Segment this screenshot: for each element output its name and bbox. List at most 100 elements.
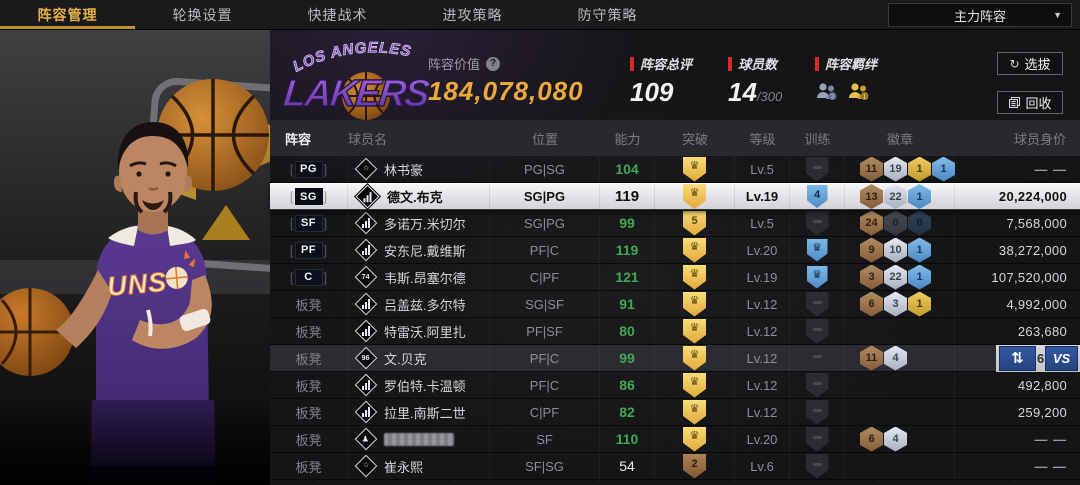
table-row[interactable]: [PG] ☆ 林书豪 PG|SG 104 ♛ Lv.5 11 19 1 1— — (270, 156, 1080, 183)
table-row[interactable]: 板凳 罗伯特.卡温顿 PF|C 86 ♛ Lv.12 492,800 (270, 372, 1080, 399)
lineup-selector-dropdown[interactable]: 主力阵容 ▼ (888, 3, 1072, 27)
ability-cell: 86 (600, 372, 655, 398)
breakthrough-cell: ♛ (655, 345, 735, 371)
training-cell: ♛ (790, 264, 845, 290)
badges-cell: 13 22 1 (845, 184, 955, 209)
level-text: Lv.5 (750, 215, 774, 231)
minus-glyph (812, 165, 822, 169)
training-cell (790, 372, 845, 398)
column-header: 位置 (531, 131, 558, 147)
help-icon[interactable]: ? (486, 56, 501, 71)
training-shield-icon (805, 372, 829, 398)
minus-glyph (812, 219, 822, 223)
price-cell: 4,992,000 (955, 291, 1080, 317)
table-row[interactable]: 板凳 ♟ SF 110 ♛ Lv.20 6 4 — — (270, 426, 1080, 453)
training-shield-icon: ♛ (806, 265, 828, 289)
table-row[interactable]: [SF] 多诺万.米切尔 SG|PG 99 5 Lv.5 24 0 0 7,568,000 (270, 210, 1080, 237)
minus-glyph (812, 327, 822, 331)
bars-icon (362, 407, 370, 417)
team-rating-block: 阵容总评 109 (630, 54, 692, 108)
minus-glyph (812, 435, 822, 439)
tab-rotation-settings[interactable]: 轮换设置 (172, 6, 233, 23)
badge-hexagon: 1 (908, 264, 931, 290)
breakthrough-cell: ♛ (655, 399, 735, 425)
swap-player-button[interactable]: ⇅ (999, 346, 1036, 371)
ability-cell: 99 (600, 345, 655, 371)
tab-offense-strategy[interactable]: 进攻策略 (442, 6, 503, 23)
badge-hexagon: 11 (860, 156, 883, 182)
breakthrough-number: 2 (691, 457, 698, 470)
training-cell (790, 399, 845, 425)
table-row[interactable]: 板凳 ☆ 崔永熙 SF|SG 54 2 Lv.6 — — (270, 453, 1080, 480)
tab-quick-tactics[interactable]: 快捷战术 (307, 6, 368, 23)
position-box: SG (294, 188, 323, 205)
price-cell: 259,200 (955, 399, 1080, 425)
badge-hex-row: 3 22 1 (860, 264, 931, 290)
table-row[interactable]: 板凳 吕盖兹.多尔特 SG|SF 91 ♛ Lv.12 6 3 1 4,992,000 (270, 291, 1080, 318)
table-row[interactable]: [PF] 安东尼.戴维斯 PF|C 119 ♛ Lv.20 ♛ 9 10 1 38,272,000 (270, 237, 1080, 264)
badge-hexagon: 0 (908, 210, 931, 236)
price-cell: — — (955, 453, 1080, 479)
bond-group-icon-gold[interactable]: 1 (847, 82, 872, 102)
crown-glyph: ♛ (689, 159, 700, 172)
training-shield-icon (805, 453, 829, 479)
training-cell: ♛ (790, 237, 845, 263)
minus-glyph (812, 381, 822, 385)
player-table: [PG] ☆ 林书豪 PG|SG 104 ♛ Lv.5 11 19 1 1— —[SG] 德文.布克 S… (270, 156, 1080, 480)
position-cell: PF|C (490, 345, 600, 371)
level-cell: Lv.19 (735, 184, 790, 209)
level-cell: Lv.12 (735, 372, 790, 398)
partial-price-digit: 6 (1037, 351, 1045, 366)
bond-group-icon-silver[interactable]: 3 (815, 82, 840, 102)
player-grade-diamond-icon: 96 (354, 346, 378, 370)
level-text: Lv.12 (746, 404, 778, 420)
ability-value: 119 (614, 188, 640, 205)
table-row[interactable]: 板凳 特雷沃.阿里扎 PF|SF 80 ♛ Lv.12 263,680 (270, 318, 1080, 345)
player-name-cell: 96 文.贝克 (348, 345, 490, 371)
bracket-right: ] (323, 189, 328, 204)
badges-cell: 11 19 1 1 (845, 156, 955, 182)
content-area: UNS (0, 30, 1080, 485)
versus-button[interactable]: VS (1045, 346, 1078, 371)
select-players-button[interactable]: ↻ 选拔 (997, 52, 1063, 75)
player-name-cell: ☆ 崔永熙 (348, 453, 490, 479)
table-row[interactable]: [C] 74 韦斯.昂塞尔德 C|PF 121 ♛ Lv.19 ♛ 3 22 1 107,520,00… (270, 264, 1080, 291)
training-cell (790, 453, 845, 479)
badges-cell (845, 318, 955, 344)
position-text: C|PF (529, 404, 560, 420)
price-cell: 492,800 (955, 372, 1080, 398)
player-name: 特雷沃.阿里扎 (384, 324, 466, 340)
top-tabs: 阵容管理 轮换设置 快捷战术 进攻策略 防守策略 (0, 0, 675, 29)
price-cell: 107,520,000 (955, 264, 1080, 290)
position-box-wrap: [C] (290, 268, 327, 286)
badges-cell: 3 22 1 (845, 264, 955, 290)
badge-hexagon: 3 (860, 264, 883, 290)
number-icon: 74 (362, 273, 370, 281)
level-cell: Lv.20 (735, 237, 790, 263)
table-row[interactable]: 板凳 拉里.南斯二世 C|PF 82 ♛ Lv.12 259,200 (270, 399, 1080, 426)
table-row[interactable]: [SG] 德文.布克 SG|PG 119 ♛ Lv.19 4 13 22 1 20,224,000 (270, 183, 1080, 210)
price-cell: — — (955, 156, 1080, 182)
bracket-left: [ (289, 242, 294, 258)
slot-cell: [C] (270, 264, 348, 290)
position-text: SG|PG (523, 189, 566, 204)
player-price: 263,680 (1017, 323, 1067, 339)
ability-value: 54 (619, 458, 635, 474)
star-icon: ☆ (362, 165, 370, 172)
tab-lineup-management[interactable]: 阵容管理 (0, 0, 135, 29)
recycle-button[interactable]: 回收 (997, 91, 1063, 114)
position-cell: C|PF (490, 399, 600, 425)
training-shield-icon: 4 (806, 185, 828, 208)
player-name: 拉里.南斯二世 (384, 405, 466, 421)
censored-player-name (384, 432, 454, 446)
table-row[interactable]: 板凳 96 文.贝克 PF|C 99 ♛ Lv.12 11 4 ⇅ 6 VS (270, 345, 1080, 372)
column-header: 等级 (749, 131, 776, 147)
slot-cell: [PF] (270, 237, 348, 263)
bracket-left: [ (289, 189, 294, 204)
tab-defense-strategy[interactable]: 防守策略 (577, 6, 638, 23)
player-price: — — (1034, 458, 1067, 474)
level-text: Lv.6 (750, 458, 774, 474)
player-name-cell: 德文.布克 (348, 183, 490, 210)
column-header: 阵容 (285, 131, 312, 147)
